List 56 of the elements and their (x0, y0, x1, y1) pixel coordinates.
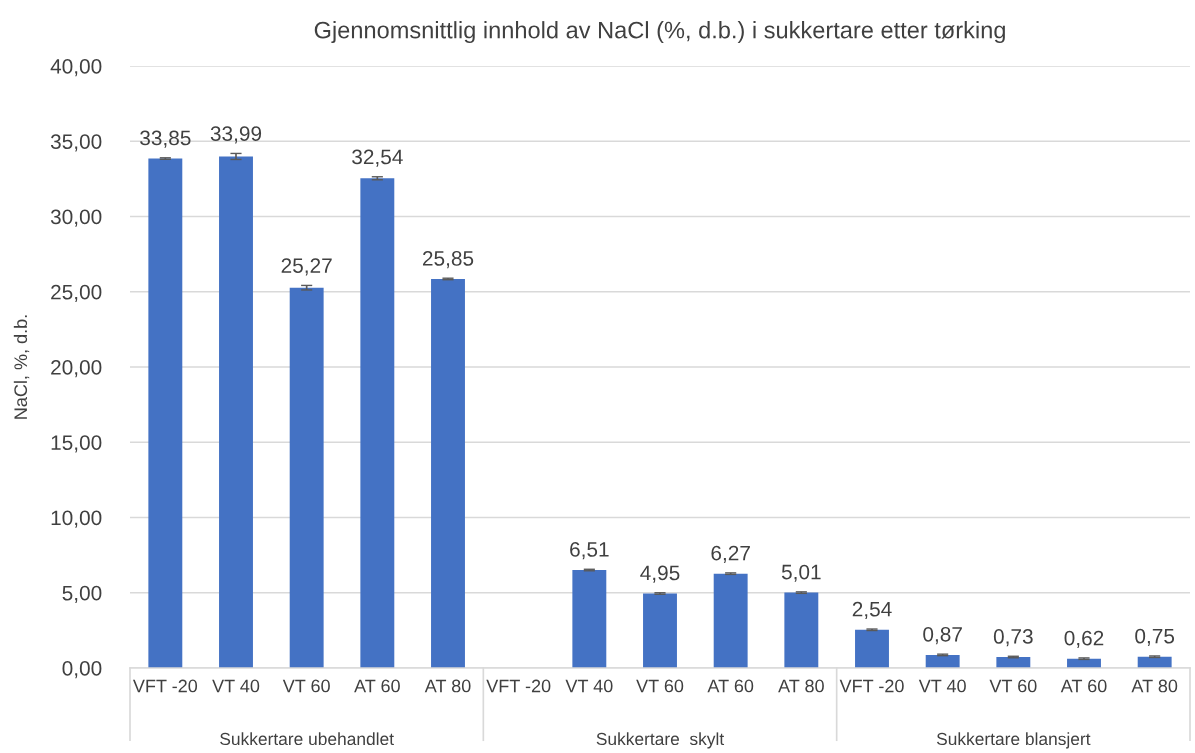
x-tick-label: VT 60 (636, 679, 684, 693)
y-tick-label: 10,00 (51, 510, 102, 528)
data-label: 0,87 (923, 626, 962, 645)
y-tick-label: 40,00 (50, 59, 102, 77)
x-tick-label: AT 80 (1131, 679, 1178, 693)
bar (784, 592, 819, 668)
x-tick-label: AT 80 (424, 679, 471, 693)
bar (925, 654, 960, 668)
data-label: 0,75 (1135, 628, 1175, 646)
bar (713, 573, 748, 668)
bar (1137, 656, 1172, 668)
x-tick-label: AT 60 (354, 679, 400, 693)
bar (431, 278, 465, 668)
bar (148, 158, 183, 668)
data-label: 6,51 (570, 542, 609, 560)
x-tick-label: VT 60 (282, 679, 330, 693)
data-label: 0,73 (993, 629, 1033, 647)
data-label: 5,01 (781, 564, 821, 582)
bar (289, 287, 324, 668)
bar (360, 178, 395, 668)
x-tick-label: VT 40 (918, 679, 966, 693)
x-tick-label: VFT -20 (486, 679, 551, 693)
chart-title: Gjennomsnittlig innhold av NaCl (%, d.b.) i sukkertare etter tørking (314, 21, 1005, 44)
data-label: 33,99 (210, 126, 262, 144)
data-label: 6,27 (711, 545, 750, 563)
text: Sukkertare blansjert (936, 732, 1091, 749)
data-label: 25,85 (422, 251, 474, 269)
data-label: 25,27 (281, 258, 332, 276)
data-label: 33,85 (140, 130, 191, 148)
x-tick-label: VT 40 (565, 679, 613, 693)
data-label: 2,54 (852, 601, 892, 620)
y-tick-label: 0,00 (62, 661, 102, 679)
bar (572, 570, 607, 668)
x-tick-label: AT 60 (707, 679, 754, 693)
x-tick-label: VFT -20 (132, 679, 198, 693)
x-tick-label: VFT -20 (839, 679, 904, 693)
x-tick-label: AT 60 (1060, 679, 1107, 693)
y-tick-label: 25,00 (51, 284, 102, 302)
y-tick-label: 15,00 (51, 435, 102, 453)
bar (855, 629, 889, 668)
data-label: 4,95 (640, 565, 680, 583)
x-tick-label: VT 60 (989, 679, 1037, 693)
data-label: 32,54 (352, 149, 403, 167)
text: Sukkertare skylt (596, 732, 725, 749)
bar (643, 593, 677, 668)
y-tick-label: 35,00 (50, 134, 102, 152)
text: Sukkertare ubehandlet (220, 732, 394, 746)
x-tick-label: AT 80 (778, 679, 824, 693)
bar (219, 156, 253, 668)
y-axis-title: NaCl, %, d.b. (13, 315, 30, 419)
bar (996, 657, 1031, 668)
y-tick-label: 20,00 (51, 360, 102, 378)
y-tick-label: 5,00 (62, 585, 102, 603)
y-tick-label: 30,00 (50, 209, 102, 227)
x-tick-label: VT 40 (212, 679, 260, 693)
data-label: 0,62 (1064, 630, 1104, 648)
